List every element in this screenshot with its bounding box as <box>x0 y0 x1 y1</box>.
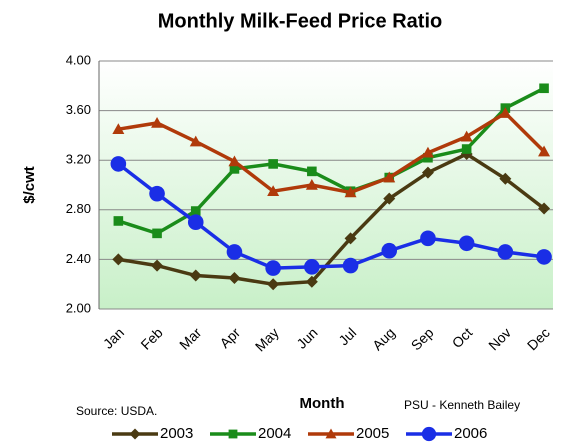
data-point <box>420 230 436 247</box>
credit-note: PSU - Kenneth Bailey <box>404 398 520 412</box>
legend-label: 2006 <box>454 425 487 442</box>
y-tick-label: 3.60 <box>66 102 91 117</box>
x-tick-label: Jun <box>293 324 320 351</box>
data-point <box>344 232 357 245</box>
y-tick-label: 2.40 <box>66 251 91 266</box>
source-note: Source: USDA. <box>76 404 157 418</box>
x-tick-label: Nov <box>485 324 514 353</box>
data-point <box>187 214 204 230</box>
data-point <box>267 278 280 291</box>
x-tick-label: Sep <box>408 324 437 353</box>
data-point <box>112 123 125 134</box>
data-point <box>229 164 240 174</box>
data-point <box>538 145 551 157</box>
x-tick-label: Apr <box>216 324 243 351</box>
legend-marker <box>129 428 141 440</box>
data-point <box>110 156 127 172</box>
data-point <box>189 269 202 282</box>
legend-label: 2005 <box>356 425 389 442</box>
data-point <box>383 171 396 183</box>
x-tick-label: Oct <box>449 324 476 351</box>
data-point <box>381 242 398 259</box>
series-line <box>117 86 545 236</box>
data-point <box>458 235 475 252</box>
legend-label: 2003 <box>160 425 193 442</box>
data-point <box>268 159 278 169</box>
data-point <box>342 257 359 274</box>
data-point <box>267 185 280 196</box>
data-point <box>536 249 552 265</box>
data-point <box>383 192 396 205</box>
legend-marker <box>325 428 337 439</box>
chart-title: Monthly Milk-Feed Price Ratio <box>158 10 442 32</box>
data-point <box>497 244 514 260</box>
x-tick-label: Jan <box>100 324 127 351</box>
data-point <box>151 259 164 272</box>
legend-marker <box>421 426 437 442</box>
data-point <box>307 166 317 177</box>
y-tick-label: 4.00 <box>66 52 91 67</box>
data-point <box>112 253 125 266</box>
data-point <box>538 202 551 215</box>
data-point <box>265 260 281 276</box>
data-point <box>226 244 243 260</box>
data-point <box>228 272 241 284</box>
y-tick-label: 2.80 <box>66 201 91 216</box>
x-tick-label: Feb <box>137 324 166 353</box>
y-axis-label: $/cwt <box>21 166 38 204</box>
data-point <box>228 155 241 167</box>
data-point <box>151 117 164 128</box>
data-point <box>499 107 512 118</box>
legend-marker <box>228 429 238 439</box>
x-tick-label: Mar <box>176 324 205 353</box>
x-tick-label: May <box>252 324 282 354</box>
x-tick-label: Dec <box>524 324 553 353</box>
data-point <box>113 216 124 226</box>
data-point <box>344 186 357 198</box>
y-tick-label: 3.20 <box>66 152 91 167</box>
legend-label: 2004 <box>258 425 291 442</box>
series-line <box>118 110 546 195</box>
data-point <box>461 144 472 154</box>
x-tick-label: Aug <box>369 324 398 353</box>
data-point <box>149 185 165 202</box>
data-point <box>499 172 512 185</box>
data-point <box>305 179 318 190</box>
series-line <box>118 151 546 286</box>
y-tick-label: 2.00 <box>66 300 91 315</box>
data-point <box>190 206 201 216</box>
data-point <box>421 146 434 158</box>
x-axis-label: Month <box>300 395 345 412</box>
data-point <box>152 228 162 239</box>
data-point <box>189 135 202 147</box>
data-point <box>305 275 318 288</box>
data-point <box>460 130 473 142</box>
data-point <box>304 259 320 275</box>
plot-area <box>99 61 553 309</box>
data-point <box>539 83 549 94</box>
x-tick-label: Jul <box>335 324 359 348</box>
data-point <box>423 152 433 163</box>
data-point <box>421 166 434 179</box>
